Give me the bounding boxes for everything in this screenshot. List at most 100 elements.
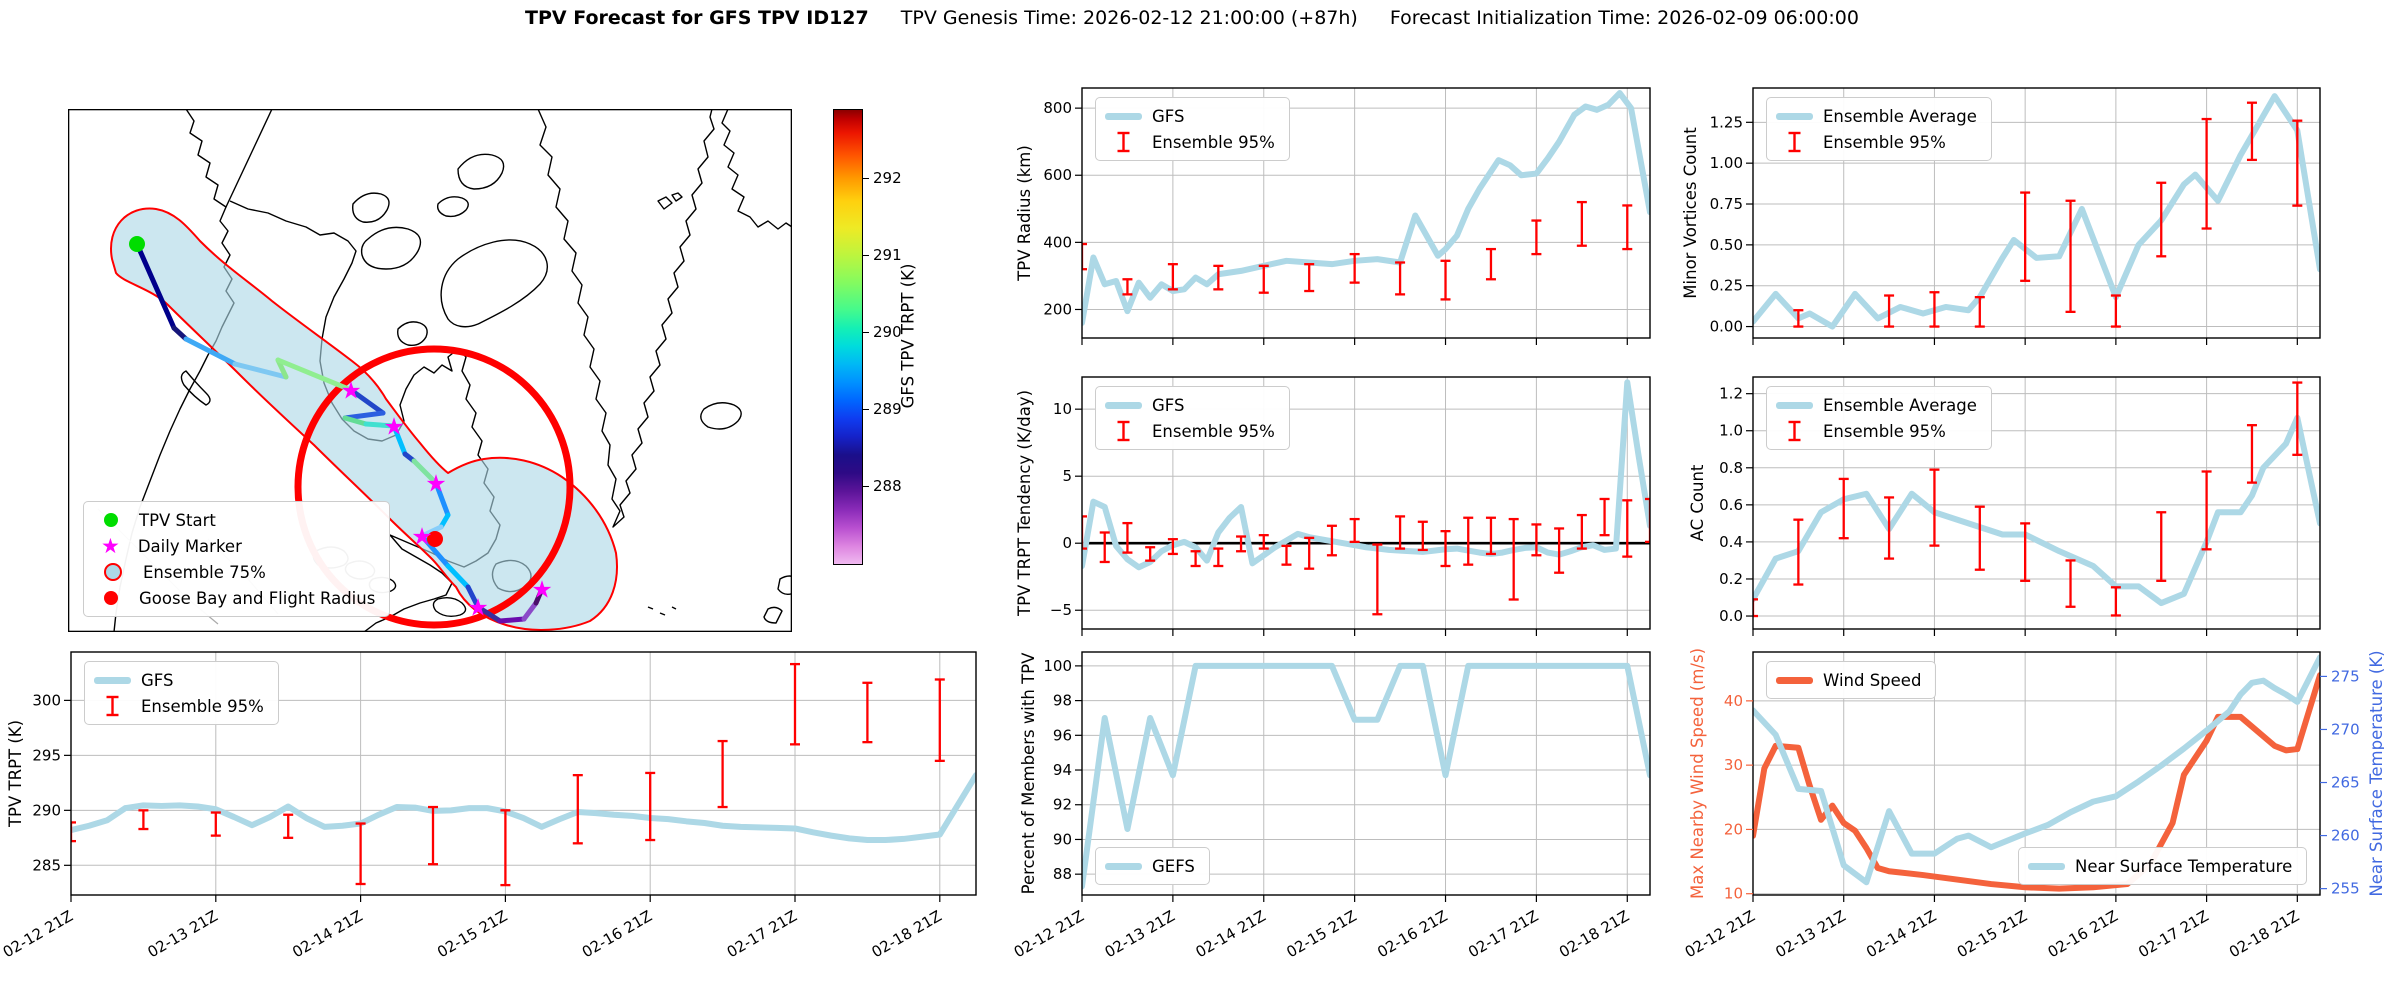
svg-text:02-13 21Z: 02-13 21Z: [144, 907, 220, 961]
colorbar-axis-label: GFS TPV TRPT (K): [898, 263, 918, 409]
axis-tick-labels: 02-12 21Z 02-13 21Z 02-14 21Z 02-15 21Z 02-1…: [0, 691, 945, 961]
axis-ticks: [1075, 665, 1628, 902]
line-swatch-icon: [1776, 112, 1813, 120]
map-frame: [68, 109, 792, 632]
svg-text:800: 800: [1043, 99, 1072, 117]
legend-label: Ensemble 75%: [143, 562, 266, 582]
legend-entry: Goose Bay and Flight Radius: [93, 585, 375, 611]
legend-label: Daily Marker: [137, 536, 242, 556]
svg-text:5: 5: [1062, 467, 1072, 485]
axes-frame: [1081, 651, 1651, 896]
legend-entry: Ensemble 95%: [1776, 418, 1977, 444]
svg-text:02-12 21Z: 02-12 21Z: [1011, 907, 1087, 961]
svg-text:1.0: 1.0: [1719, 422, 1743, 440]
ensemble-95-errorbars: [71, 662, 945, 887]
svg-text:10: 10: [1724, 885, 1743, 903]
series-gfs: [71, 772, 976, 844]
title-init-time: Forecast Initialization Time: 2026-02-09…: [1389, 7, 1859, 29]
colorbar-tick: [862, 408, 869, 411]
y-axis-label: AC Count: [1688, 464, 1707, 541]
axis-tick-labels: 200 400 600 800: [1043, 99, 1072, 318]
ensemble-95-errorbars: [1793, 101, 2303, 328]
svg-text:0.25: 0.25: [1710, 277, 1743, 295]
colorbar-tick: [862, 485, 869, 488]
series-ensemble-average: [1753, 93, 2320, 330]
legend-entry: Ensemble Average: [1776, 392, 1977, 418]
legend-wind-temp-1: Near Surface Temperature: [2018, 847, 2308, 885]
svg-text:02-17 21Z: 02-17 21Z: [2135, 907, 2211, 961]
axis-tick-labels: 02-12 21Z 02-13 21Z 02-14 21Z 02-15 21Z 02-1…: [1682, 667, 2360, 961]
svg-text:02-15 21Z: 02-15 21Z: [1954, 907, 2030, 961]
axis-ticks: [1746, 121, 2298, 345]
legend-entry: TPV Start: [93, 507, 375, 533]
svg-text:265: 265: [2331, 774, 2360, 792]
svg-text:1.25: 1.25: [1710, 113, 1743, 131]
svg-text:20: 20: [1724, 820, 1743, 838]
legend-entry: Ensemble 95%: [1776, 129, 1977, 155]
svg-text:02-14 21Z: 02-14 21Z: [1863, 907, 1939, 961]
legend-label: TPV Start: [139, 510, 216, 530]
legend-entry: Ensemble 95%: [1105, 418, 1275, 444]
daily-marker-star-icon: ★: [425, 470, 447, 498]
line-swatch-icon: [1105, 862, 1142, 870]
axis-tick-labels: −5 0 5 10: [1050, 400, 1072, 619]
svg-text:90: 90: [1053, 830, 1072, 848]
colorbar-tick-label: 290: [873, 323, 902, 342]
svg-text:300: 300: [32, 691, 61, 709]
svg-text:290: 290: [32, 801, 61, 819]
axis-tick-labels: 02-12 21Z 02-13 21Z 02-14 21Z 02-15 21Z 02-1…: [1011, 657, 1633, 961]
svg-text:02-17 21Z: 02-17 21Z: [1465, 907, 1541, 961]
flight-radius-circle: [294, 345, 574, 629]
right-y-axis-label: Near Surface Temperature (K): [2367, 650, 2384, 896]
svg-text:0.00: 0.00: [1710, 318, 1743, 336]
axis-ticks: [64, 699, 941, 902]
axes-frame: [1752, 651, 2321, 896]
series-gfs: [1082, 379, 1650, 571]
legend-label: GFS: [1152, 106, 1185, 126]
svg-text:0.50: 0.50: [1710, 236, 1743, 254]
svg-text:275: 275: [2331, 667, 2360, 685]
series-gfs: [1082, 90, 1650, 326]
legend-ac-count-0: Ensemble Average Ensemble 95%: [1766, 386, 1992, 450]
svg-text:10: 10: [1053, 400, 1072, 418]
legend-label: Goose Bay and Flight Radius: [139, 588, 376, 608]
tpv-start-marker: [129, 236, 145, 252]
title-genesis-time: TPV Genesis Time: 2026-02-12 21:00:00 (+…: [900, 7, 1358, 29]
svg-text:02-18 21Z: 02-18 21Z: [2226, 907, 2302, 961]
y-axis-label: TPV TRPT (K): [6, 720, 25, 828]
y-axis-label: TPV TRPT Tendency (K/day): [1015, 390, 1034, 617]
legend-entry: Ensemble Average: [1776, 103, 1977, 129]
svg-text:02-16 21Z: 02-16 21Z: [2045, 907, 2121, 961]
svg-text:02-13 21Z: 02-13 21Z: [1772, 907, 1848, 961]
daily-marker-star-icon: ★: [383, 413, 405, 441]
errorbar-icon: [1117, 420, 1130, 442]
chart-tendency: −5 0 5 10 TPV TRPT Tendency (K/day): [1015, 376, 1651, 636]
legend-label: GFS: [141, 670, 174, 690]
colorbar-tick-label: 289: [873, 400, 902, 419]
line-swatch-icon: [2028, 862, 2065, 870]
dot-marker-icon: [104, 591, 118, 605]
svg-text:0: 0: [1062, 534, 1072, 552]
axis-ticks: [1075, 408, 1628, 636]
legend-entry: Ensemble 75%: [93, 559, 375, 585]
svg-text:02-16 21Z: 02-16 21Z: [579, 907, 655, 961]
errorbar-icon: [1788, 131, 1801, 153]
dot-marker-icon: [104, 513, 118, 527]
legend-label: Near Surface Temperature: [2075, 856, 2293, 876]
colorbar-tick-label: 288: [873, 477, 902, 496]
colorbar-tick-label: 292: [873, 169, 902, 188]
svg-text:02-12 21Z: 02-12 21Z: [0, 907, 76, 961]
colorbar-tick: [862, 177, 869, 180]
gridlines: [1752, 377, 2320, 629]
colorbar-gfs-tpv-trpt: [833, 109, 863, 565]
svg-text:100: 100: [1043, 657, 1072, 675]
svg-text:02-18 21Z: 02-18 21Z: [868, 907, 944, 961]
colorbar-tick-label: 291: [873, 246, 902, 265]
svg-text:02-15 21Z: 02-15 21Z: [1283, 907, 1359, 961]
chart-ac-count: 0.0 0.2 0.4 0.6 0.8 1.0 1.2 AC Count: [1688, 376, 2321, 636]
svg-text:96: 96: [1053, 726, 1072, 744]
axis-ticks: [1075, 107, 1628, 345]
ensemble-ring-icon: [104, 563, 122, 581]
legend-minor-vortices-0: Ensemble Average Ensemble 95%: [1766, 97, 1992, 161]
svg-text:02-16 21Z: 02-16 21Z: [1374, 907, 1450, 961]
